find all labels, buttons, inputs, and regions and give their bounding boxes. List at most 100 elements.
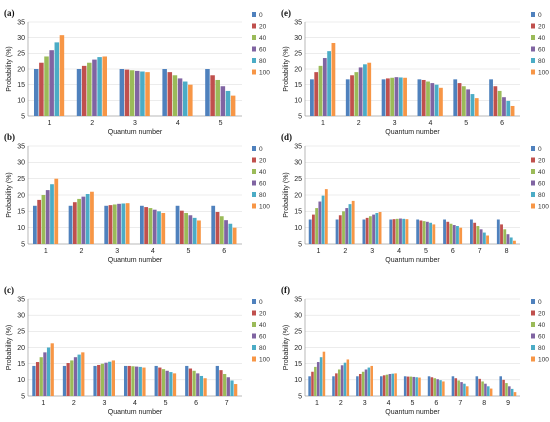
legend-swatch (252, 356, 256, 362)
bar-c-q7-s80 (230, 380, 234, 396)
bar-f-q2-s100 (346, 359, 350, 396)
legend-swatch (252, 58, 256, 63)
x-tick-label: 4 (397, 248, 401, 255)
bar-f-q7-s60 (460, 382, 463, 396)
bar-a-q3-s60 (135, 70, 140, 116)
x-tick-label: 2 (357, 120, 361, 127)
bar-d-q8-s100 (513, 240, 516, 244)
legend-entry: 60 (538, 333, 546, 340)
x-tick-label: 6 (451, 248, 455, 255)
bar-f-q5-s0 (403, 376, 407, 396)
bar-d-q6-s100 (459, 227, 463, 244)
y-tick-label: 10 (294, 225, 302, 232)
bar-e-q1-s0 (310, 79, 314, 116)
bar-f-q3-s20 (358, 374, 362, 396)
bar-f-q7-s100 (466, 386, 469, 396)
bar-b-q2-s0 (68, 205, 73, 244)
bar-d-q1-s80 (321, 195, 325, 244)
bar-f-q3-s60 (364, 369, 368, 396)
bar-a-q3-s80 (140, 71, 145, 116)
bar-b-q3-s80 (121, 203, 126, 244)
y-tick-label: 5 (21, 241, 25, 248)
bar-a-q1-s80 (54, 42, 60, 117)
bar-f-q1-s20 (311, 371, 314, 396)
bar-e-q5-s100 (474, 98, 479, 116)
bar-f-q8-s40 (481, 381, 484, 396)
bar-f-q4-s20 (382, 375, 386, 396)
bar-c-q1-s0 (32, 365, 36, 396)
y-tick-label: 30 (294, 160, 302, 167)
bar-d-q7-s0 (470, 219, 473, 244)
legend-swatch (252, 169, 256, 174)
bar-b-q5-s100 (197, 220, 201, 244)
y-axis-label: Probability (%) (283, 325, 290, 371)
chart-panel-d: 5 10 15 20 25 30 35 1 2 3 4 5 6 7 8 Quantum number Proba… (281, 132, 549, 264)
bar-b-q6-s40 (219, 216, 224, 244)
legend-entry: 20 (259, 23, 267, 30)
bar-f-q5-s80 (415, 377, 418, 396)
bar-a-q2-s40 (87, 62, 92, 116)
bar-f-q7-s80 (463, 383, 466, 396)
y-tick-label: 10 (17, 225, 25, 232)
x-axis-label: Quantum number (385, 257, 440, 264)
bar-b-q5-s20 (179, 210, 184, 244)
bar-d-q3-s80 (375, 212, 379, 244)
x-tick-label: 4 (151, 248, 155, 255)
legend-swatch (531, 345, 535, 350)
y-axis-label: Probability (%) (6, 46, 13, 92)
bar-e-q6-s20 (493, 86, 498, 116)
bar-b-q6-s100 (232, 227, 237, 244)
x-tick-label: 3 (393, 120, 397, 127)
legend-entry: 60 (259, 46, 267, 53)
legend-swatch (252, 299, 256, 304)
bar-f-q5-s20 (406, 376, 410, 396)
legend-swatch (531, 23, 535, 29)
legend: 0 20 40 60 80 100 (531, 12, 549, 76)
y-tick-label: 15 (17, 209, 25, 216)
bar-d-q7-s80 (482, 232, 486, 244)
bar-b-q6-s20 (215, 211, 220, 244)
legend-swatch (252, 192, 256, 197)
legend-entry: 100 (538, 69, 549, 76)
bar-b-q2-s80 (85, 194, 90, 244)
x-tick-label: 3 (363, 400, 367, 407)
y-tick-label: 5 (21, 113, 25, 120)
bar-a-q1-s0 (33, 69, 39, 116)
bar-a-q5-s100 (230, 95, 236, 116)
x-tick-label: 4 (428, 120, 432, 127)
bar-b-q3-s40 (112, 204, 117, 244)
bar-a-q1-s20 (39, 62, 44, 116)
x-axis-label: Quantum number (385, 129, 440, 136)
bar-f-q6-s100 (442, 381, 445, 396)
bar-c-q5-s0 (154, 365, 158, 396)
legend-swatch (531, 192, 535, 197)
bar-b-q1-s100 (54, 178, 59, 244)
bar-f-q4-s60 (388, 374, 392, 396)
x-axis-label: Quantum number (108, 409, 163, 416)
bar-d-q4-s0 (389, 219, 393, 244)
x-tick-label: 7 (478, 248, 482, 255)
legend-swatch (252, 345, 256, 350)
legend-swatch (252, 203, 256, 209)
bar-c-q2-s40 (70, 360, 74, 396)
bar-a-q3-s20 (124, 69, 130, 116)
bar-d-q8-s20 (500, 224, 503, 244)
bar-f-q4-s0 (380, 376, 383, 396)
bar-c-q6-s0 (185, 365, 189, 396)
bar-f-q2-s40 (337, 369, 341, 396)
bar-a-q5-s0 (205, 69, 210, 116)
bar-e-q2-s80 (363, 64, 367, 116)
bar-b-q4-s20 (144, 207, 149, 244)
bar-e-q6-s60 (502, 97, 506, 116)
panel-label: (e) (281, 8, 291, 18)
bar-d-q2-s100 (351, 200, 355, 244)
y-tick-label: 20 (17, 66, 25, 73)
bar-a-q5-s20 (210, 75, 215, 116)
x-tick-label: 5 (424, 248, 428, 255)
bar-a-q4-s40 (172, 75, 178, 116)
y-tick-label: 30 (294, 35, 302, 42)
chart-panel-c: 5 10 15 20 25 30 35 1 2 3 4 5 6 7 Quantum number Probab… (4, 285, 270, 416)
bar-f-q7-s0 (451, 376, 455, 396)
legend-entry: 40 (259, 169, 267, 176)
bar-e-q4-s60 (430, 83, 435, 116)
